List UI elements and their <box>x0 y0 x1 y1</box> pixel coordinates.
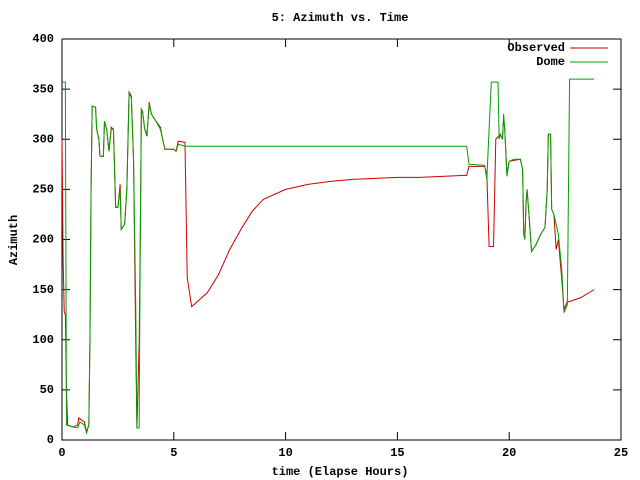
legend-label: Dome <box>536 55 565 69</box>
x-tick-label: 25 <box>614 446 628 460</box>
x-axis-label: time (Elapse Hours) <box>272 465 409 479</box>
x-tick-label: 5 <box>170 446 177 460</box>
y-tick-label: 50 <box>40 383 54 397</box>
chart-title: 5: Azimuth vs. Time <box>272 11 409 25</box>
y-tick-label: 100 <box>32 333 54 347</box>
x-tick-label: 0 <box>58 446 65 460</box>
y-tick-label: 250 <box>32 183 54 197</box>
y-tick-label: 300 <box>32 132 54 146</box>
y-tick-label: 0 <box>47 433 54 447</box>
x-tick-label: 10 <box>278 446 292 460</box>
series-line <box>62 78 595 435</box>
y-axis-label: Azimuth <box>7 215 21 265</box>
y-tick-label: 350 <box>32 82 54 96</box>
x-tick-label: 20 <box>502 446 516 460</box>
y-tick-label: 200 <box>32 233 54 247</box>
legend-label: Observed <box>507 41 565 55</box>
y-tick-label: 150 <box>32 283 54 297</box>
x-tick-label: 15 <box>390 446 404 460</box>
y-tick-label: 400 <box>32 32 54 46</box>
